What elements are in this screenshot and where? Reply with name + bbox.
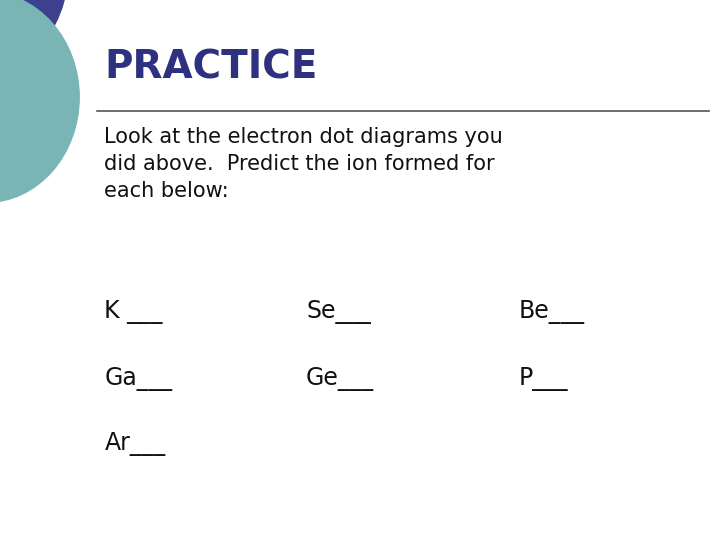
Ellipse shape (0, 0, 79, 202)
Text: Be___: Be___ (518, 300, 585, 323)
Text: K ___: K ___ (104, 300, 163, 323)
Text: P___: P___ (518, 367, 568, 391)
Ellipse shape (0, 0, 68, 86)
Text: PRACTICE: PRACTICE (104, 49, 318, 86)
Text: Look at the electron dot diagrams you
did above.  Predict the ion formed for
eac: Look at the electron dot diagrams you di… (104, 127, 503, 201)
Text: Ga___: Ga___ (104, 367, 172, 391)
Text: Ge___: Ge___ (306, 367, 374, 391)
Text: Ar___: Ar___ (104, 432, 166, 456)
Text: Se___: Se___ (306, 300, 371, 323)
